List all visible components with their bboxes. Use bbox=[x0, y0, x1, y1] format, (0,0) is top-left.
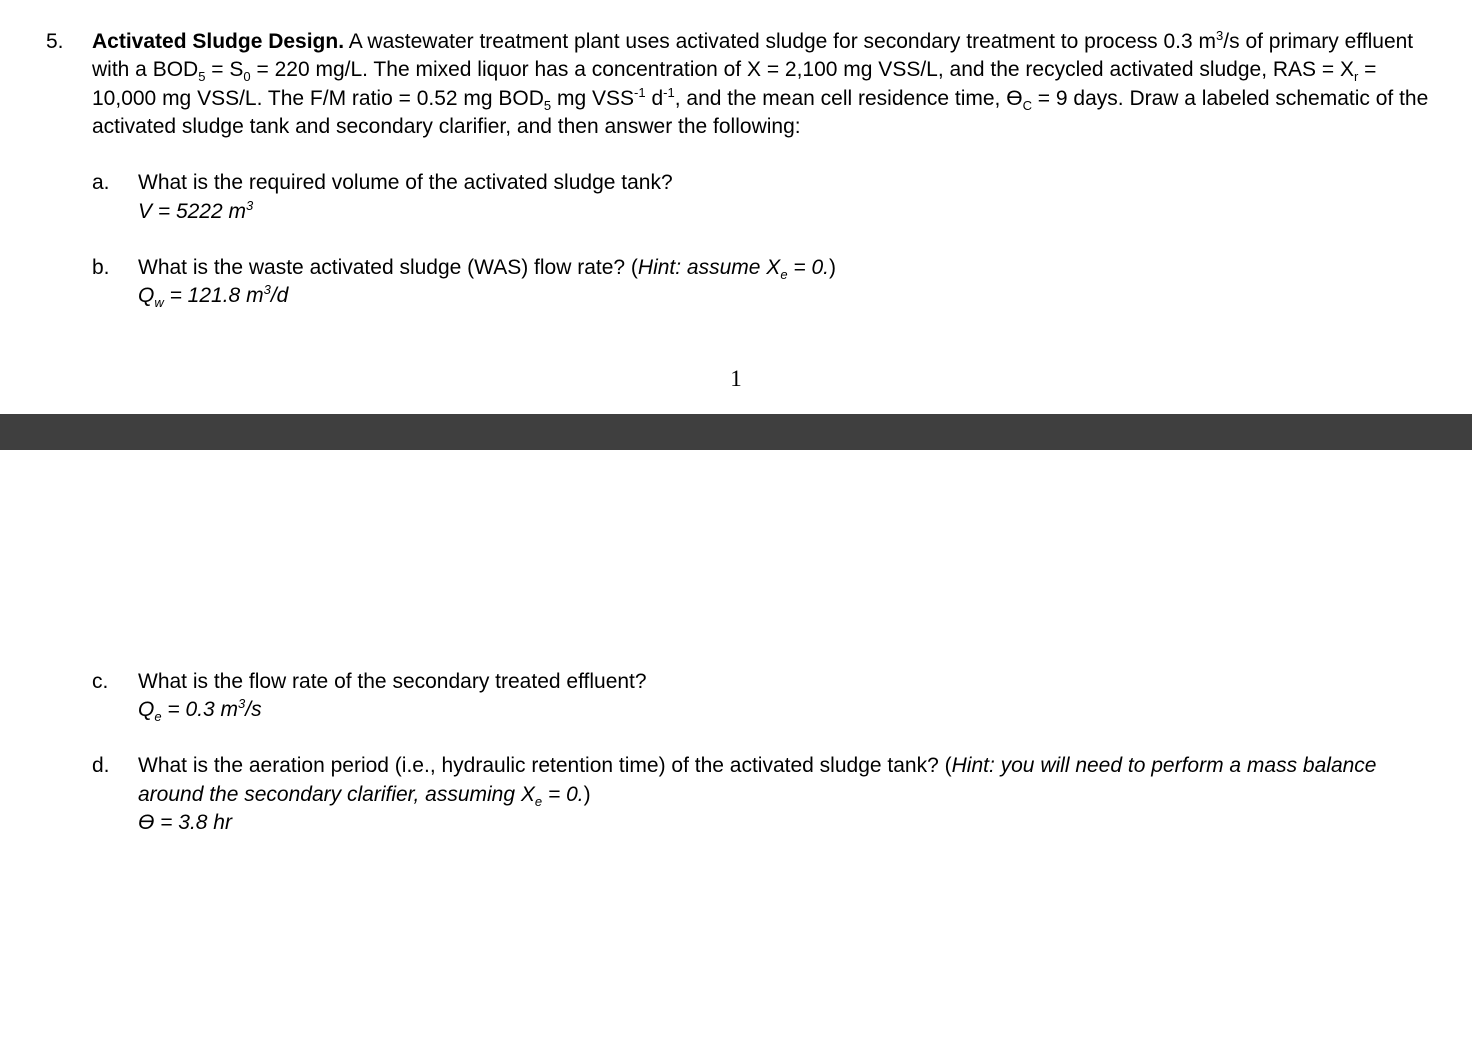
page-number: 1 bbox=[40, 363, 1432, 394]
part-answer: Qw = 121.8 m3/d bbox=[138, 282, 1432, 310]
part-letter: d. bbox=[92, 752, 138, 837]
part-body: What is the aeration period (i.e., hydra… bbox=[138, 752, 1432, 837]
part-body: What is the waste activated sludge (WAS)… bbox=[138, 254, 1432, 311]
question-title: Activated Sludge Design. bbox=[92, 30, 344, 53]
page-content-2: c. What is the flow rate of the secondar… bbox=[0, 450, 1472, 838]
part-body: What is the required volume of the activ… bbox=[138, 169, 1432, 226]
part-letter: c. bbox=[92, 668, 138, 725]
question-number-empty bbox=[40, 668, 92, 838]
part-answer: V = 5222 m3 bbox=[138, 198, 1432, 226]
question-body: Activated Sludge Design. A wastewater tr… bbox=[92, 28, 1432, 311]
page-divider bbox=[0, 414, 1472, 450]
document-page: 5. Activated Sludge Design. A wastewater… bbox=[0, 0, 1472, 1062]
part-answer: Qe = 0.3 m3/s bbox=[138, 696, 1432, 724]
part-letter: b. bbox=[92, 254, 138, 311]
part-b: b. What is the waste activated sludge (W… bbox=[92, 254, 1432, 311]
part-d: d. What is the aeration period (i.e., hy… bbox=[92, 752, 1432, 837]
part-body: What is the flow rate of the secondary t… bbox=[138, 668, 1432, 725]
question-number: 5. bbox=[40, 28, 92, 311]
question-continuation: c. What is the flow rate of the secondar… bbox=[40, 668, 1432, 838]
part-c: c. What is the flow rate of the secondar… bbox=[92, 668, 1432, 725]
part-prompt: What is the required volume of the activ… bbox=[138, 169, 1432, 197]
part-a: a. What is the required volume of the ac… bbox=[92, 169, 1432, 226]
part-prompt: What is the aeration period (i.e., hydra… bbox=[138, 752, 1432, 809]
part-letter: a. bbox=[92, 169, 138, 226]
page-content: 5. Activated Sludge Design. A wastewater… bbox=[0, 0, 1472, 394]
question-body-2: c. What is the flow rate of the secondar… bbox=[92, 668, 1432, 838]
part-prompt: What is the flow rate of the secondary t… bbox=[138, 668, 1432, 696]
question-block: 5. Activated Sludge Design. A wastewater… bbox=[40, 28, 1432, 311]
spacer bbox=[40, 478, 1432, 668]
part-prompt: What is the waste activated sludge (WAS)… bbox=[138, 254, 1432, 282]
part-answer: Ө = 3.8 hr bbox=[138, 809, 1432, 837]
